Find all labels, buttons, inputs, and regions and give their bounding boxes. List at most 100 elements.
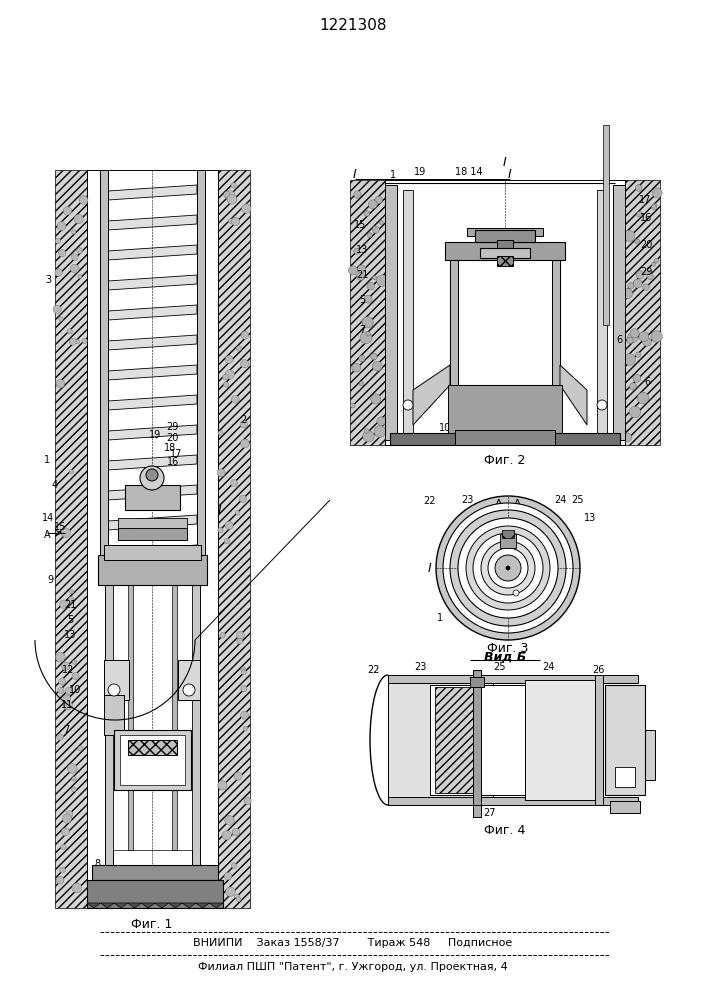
Bar (625, 180, 660, 445)
Circle shape (61, 844, 66, 850)
Circle shape (236, 346, 242, 351)
Text: 6: 6 (644, 377, 650, 387)
Circle shape (458, 518, 558, 618)
Circle shape (377, 417, 385, 426)
Polygon shape (413, 365, 450, 425)
Text: 16: 16 (640, 213, 652, 223)
Circle shape (231, 395, 240, 403)
Circle shape (78, 746, 83, 751)
Circle shape (597, 400, 607, 410)
Text: I: I (503, 155, 507, 168)
Circle shape (466, 526, 550, 610)
Bar (403, 190, 413, 435)
Circle shape (227, 194, 237, 204)
Circle shape (240, 421, 247, 428)
Bar (445, 242, 565, 260)
Circle shape (373, 276, 377, 280)
Text: Фиг. 3: Фиг. 3 (487, 642, 529, 654)
Circle shape (64, 695, 71, 702)
Circle shape (71, 230, 76, 234)
Bar (645, 730, 655, 780)
Circle shape (360, 332, 372, 344)
Text: 27: 27 (484, 808, 496, 818)
Bar (603, 125, 609, 325)
Text: 28: 28 (612, 745, 624, 755)
Bar (105, 560, 113, 870)
Text: Фиг. 4: Фиг. 4 (484, 824, 526, 836)
Circle shape (236, 897, 241, 902)
Polygon shape (196, 903, 209, 908)
Circle shape (235, 894, 239, 899)
Text: 11: 11 (448, 437, 460, 447)
Bar (178, 660, 200, 700)
Circle shape (231, 863, 237, 868)
Circle shape (225, 370, 235, 379)
Circle shape (366, 332, 370, 336)
Bar (172, 580, 177, 850)
Text: 19: 19 (149, 430, 161, 440)
Circle shape (364, 429, 369, 433)
Circle shape (240, 685, 247, 692)
Polygon shape (108, 275, 197, 290)
Text: I: I (353, 168, 357, 182)
Circle shape (240, 711, 249, 719)
Text: 6: 6 (616, 335, 622, 345)
Circle shape (242, 204, 251, 213)
Polygon shape (108, 395, 197, 410)
Text: 5: 5 (67, 615, 73, 625)
Bar (125, 485, 180, 510)
Text: 7: 7 (359, 325, 365, 335)
Circle shape (56, 379, 64, 388)
Bar (610, 801, 640, 813)
Circle shape (654, 258, 659, 263)
Bar (128, 580, 133, 850)
Circle shape (243, 726, 248, 731)
Bar (87, 880, 223, 908)
Circle shape (59, 250, 66, 257)
Polygon shape (108, 425, 197, 440)
Text: 24: 24 (554, 495, 566, 505)
Circle shape (362, 317, 373, 328)
Circle shape (222, 831, 231, 840)
Text: 17: 17 (639, 195, 651, 205)
Text: 23: 23 (461, 495, 473, 505)
Text: 7: 7 (63, 725, 69, 735)
Bar (470, 677, 484, 687)
Text: I: I (218, 504, 222, 516)
Bar (473, 805, 481, 817)
Circle shape (372, 226, 380, 233)
Circle shape (364, 295, 372, 303)
Bar (104, 545, 201, 560)
Circle shape (622, 288, 633, 299)
Polygon shape (108, 335, 197, 350)
Circle shape (243, 439, 248, 445)
Circle shape (359, 381, 363, 386)
Circle shape (75, 339, 80, 344)
Circle shape (69, 338, 76, 345)
Circle shape (72, 673, 79, 680)
Text: 16: 16 (167, 457, 179, 467)
Bar (118, 518, 187, 528)
Circle shape (218, 431, 223, 436)
Circle shape (653, 203, 657, 207)
Circle shape (623, 433, 631, 442)
Text: б: б (495, 558, 501, 568)
Circle shape (146, 469, 158, 481)
Circle shape (624, 354, 636, 365)
Text: 21: 21 (356, 270, 368, 280)
Text: 25: 25 (572, 495, 584, 505)
Circle shape (644, 269, 650, 274)
Text: 1: 1 (437, 613, 443, 623)
Polygon shape (155, 903, 168, 908)
Circle shape (241, 667, 246, 672)
Circle shape (66, 811, 73, 818)
Text: 13: 13 (64, 630, 76, 640)
Circle shape (71, 787, 76, 792)
Bar (497, 256, 513, 266)
Circle shape (64, 207, 71, 215)
Circle shape (69, 590, 74, 594)
Circle shape (231, 217, 240, 226)
Circle shape (639, 332, 649, 342)
Circle shape (377, 275, 388, 287)
Bar (435, 687, 475, 793)
